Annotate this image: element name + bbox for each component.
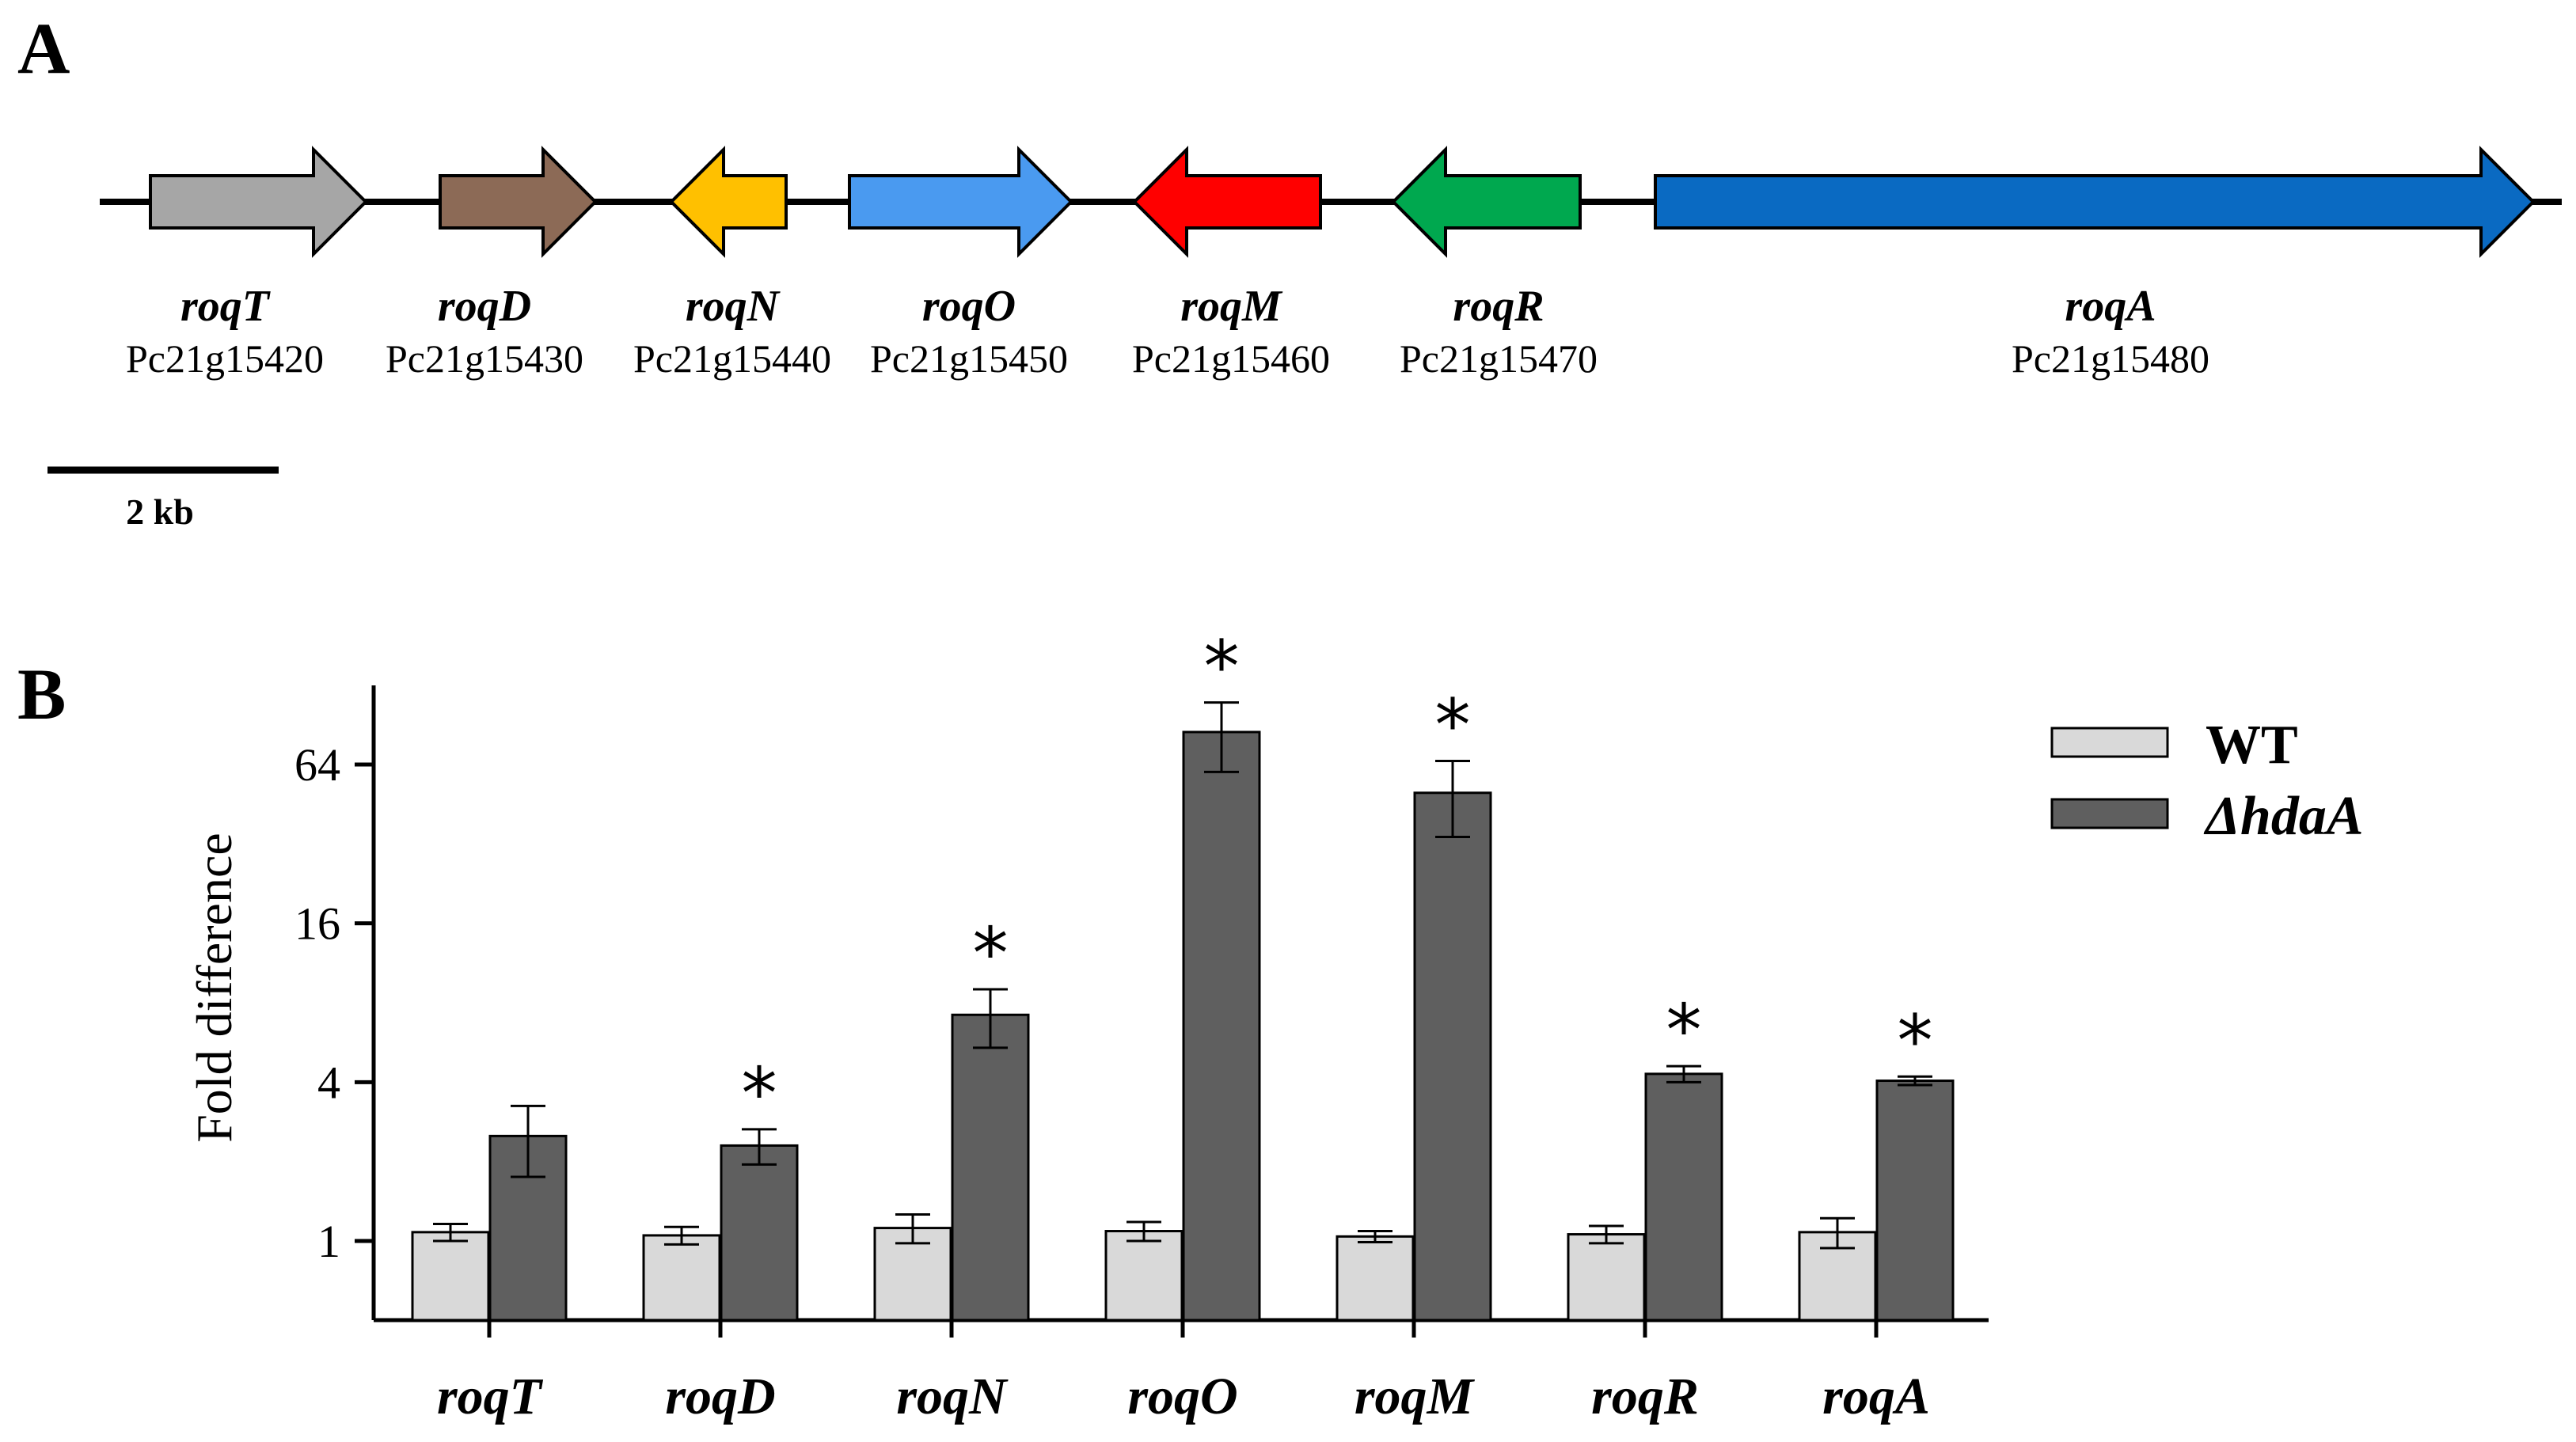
legend-label: WT xyxy=(2206,715,2298,776)
gene-arrow-roqA xyxy=(1654,146,2536,258)
bar-wt-roqM xyxy=(1335,1235,1415,1322)
gene-locus-roqM: Pc21g15460 xyxy=(1132,336,1330,381)
bar-hdaa-roqM xyxy=(1413,791,1492,1322)
gene-arrow-roqD xyxy=(439,146,598,258)
significance-star: * xyxy=(973,913,1009,996)
chart-legend: WT ΔhdaA xyxy=(2050,715,2364,847)
gene-locus-roqA: Pc21g15480 xyxy=(2012,336,2209,381)
significance-star: * xyxy=(1435,685,1471,768)
legend-swatch xyxy=(2050,798,2169,829)
gene-name-roqA: roqA xyxy=(2065,282,2156,331)
legend-label: ΔhdaA xyxy=(2203,786,2364,847)
bar-hdaa-roqA xyxy=(1875,1080,1955,1322)
y-tick-label: 1 xyxy=(317,1216,340,1267)
scale-bar-label: 2 kb xyxy=(126,491,194,532)
gene-name-roqN: roqN xyxy=(686,282,781,331)
error-bar xyxy=(664,1225,699,1246)
x-tick-label: roqO xyxy=(1127,1368,1237,1425)
error-bar xyxy=(1820,1216,1855,1250)
y-tick-label: 16 xyxy=(294,898,340,950)
x-tick-label: roqM xyxy=(1354,1368,1476,1425)
x-tick-label: roqR xyxy=(1591,1368,1699,1425)
panel-b-label: B xyxy=(17,654,66,734)
x-tick-label: roqT xyxy=(437,1368,544,1425)
significance-star: * xyxy=(1898,1000,1933,1083)
bar-hdaa-roqR xyxy=(1644,1072,1723,1322)
gene-locus-roqT: Pc21g15420 xyxy=(126,336,324,381)
gene-locus-roqO: Pc21g15450 xyxy=(870,336,1068,381)
significance-star: * xyxy=(1666,989,1702,1072)
y-axis-label: Fold difference xyxy=(186,833,242,1143)
error-bar xyxy=(1204,701,1239,773)
gene-name-roqD: roqD xyxy=(438,282,531,331)
error-bar xyxy=(1589,1224,1624,1245)
gene-locus-roqN: Pc21g15440 xyxy=(633,336,831,381)
error-bar xyxy=(895,1213,930,1245)
error-bar xyxy=(1898,1075,1932,1087)
error-bar xyxy=(1127,1220,1161,1243)
bar-wt-roqO xyxy=(1104,1230,1184,1322)
gene-arrow-roqT xyxy=(149,146,368,258)
x-tick-label: roqN xyxy=(896,1368,1009,1425)
bar-chart: 1 4 16 64 roqT roqD * roqN * roqO * roqM * roqR * roqA * xyxy=(294,626,1989,1425)
gene-name-roqR: roqR xyxy=(1453,282,1544,331)
bar-wt-roqR xyxy=(1567,1233,1646,1322)
significance-star: * xyxy=(1204,626,1240,709)
y-tick-label: 64 xyxy=(294,739,340,791)
gene-name-roqM: roqM xyxy=(1180,282,1283,331)
bar-wt-roqD xyxy=(642,1234,721,1322)
error-bar xyxy=(511,1104,545,1178)
x-tick-label: roqD xyxy=(665,1368,775,1425)
gene-cluster-map: roqT Pc21g15420 roqD Pc21g15430 roqN Pc21g154… xyxy=(100,146,2562,381)
error-bar xyxy=(973,988,1008,1049)
bar-hdaa-roqO xyxy=(1182,730,1261,1322)
error-bar xyxy=(1435,760,1470,839)
bar-wt-roqT xyxy=(411,1231,490,1322)
error-bar xyxy=(433,1223,468,1243)
gene-name-roqT: roqT xyxy=(180,282,272,331)
y-tick-label: 4 xyxy=(317,1057,340,1108)
gene-arrow-roqM xyxy=(1132,146,1322,258)
x-tick-label: roqA xyxy=(1822,1368,1930,1425)
bar-hdaa-roqD xyxy=(720,1144,799,1322)
gene-locus-roqR: Pc21g15470 xyxy=(1400,336,1598,381)
gene-locus-roqD: Pc21g15430 xyxy=(386,336,583,381)
panel-a-label: A xyxy=(17,8,70,89)
bar-hdaa-roqN xyxy=(951,1013,1030,1322)
legend-swatch xyxy=(2050,727,2169,758)
gene-arrow-roqO xyxy=(848,146,1073,258)
error-bar xyxy=(1358,1230,1392,1243)
gene-arrow-roqR xyxy=(1391,146,1582,258)
error-bar xyxy=(1666,1064,1701,1083)
error-bar xyxy=(742,1128,777,1166)
significance-star: * xyxy=(742,1053,777,1136)
gene-name-roqO: roqO xyxy=(922,282,1016,331)
gene-arrow-roqN xyxy=(669,146,788,258)
